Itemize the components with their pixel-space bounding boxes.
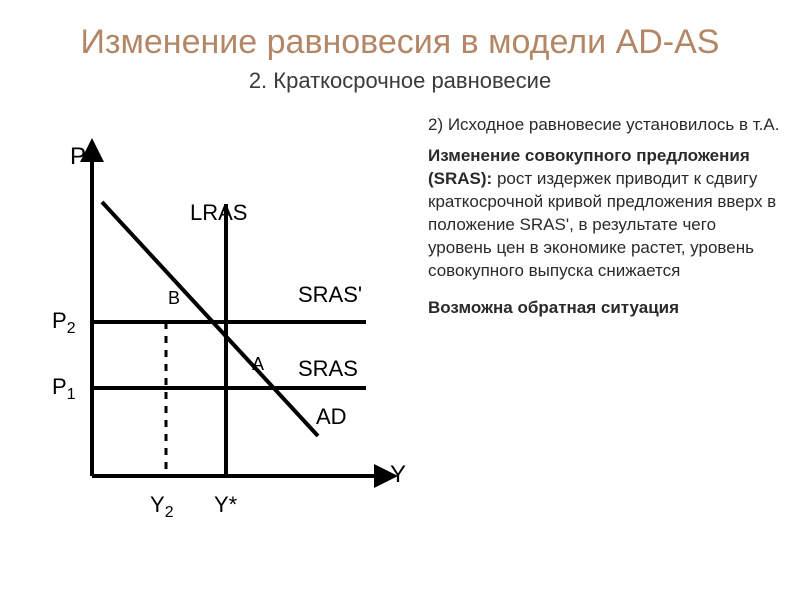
- svg-text:P1: P1: [52, 374, 76, 403]
- svg-text:SRAS': SRAS': [298, 282, 362, 307]
- svg-text:B: B: [168, 288, 180, 308]
- chart-area: P Y P1 P2 Y2 Y* LRAS SRAS' SRAS AD A B: [10, 104, 420, 554]
- svg-text:P: P: [70, 143, 86, 170]
- svg-text:LRAS: LRAS: [190, 200, 247, 225]
- svg-text:Y: Y: [390, 461, 406, 488]
- intro-line: 2) Исходное равновесие установилось в т.…: [428, 114, 780, 137]
- svg-text:A: A: [252, 354, 264, 374]
- svg-text:AD: AD: [316, 404, 347, 429]
- content-row: P Y P1 P2 Y2 Y* LRAS SRAS' SRAS AD A B 2) Исходное …: [0, 94, 800, 554]
- explanation-text: 2) Исходное равновесие установилось в т.…: [428, 104, 780, 554]
- svg-text:P2: P2: [52, 308, 76, 337]
- svg-text:SRAS: SRAS: [298, 356, 358, 381]
- ad-as-diagram: P Y P1 P2 Y2 Y* LRAS SRAS' SRAS AD A B: [10, 104, 420, 544]
- svg-text:Y2: Y2: [150, 492, 174, 521]
- svg-text:Y*: Y*: [214, 492, 238, 517]
- page-subtitle: 2. Краткосрочное равновесие: [0, 62, 800, 94]
- body-note: Возможна обратная ситуация: [428, 291, 780, 320]
- page-title: Изменение равновесия в модели AD-AS: [0, 0, 800, 62]
- body-paragraph: Изменение совокупного предложения (SRAS)…: [428, 145, 780, 283]
